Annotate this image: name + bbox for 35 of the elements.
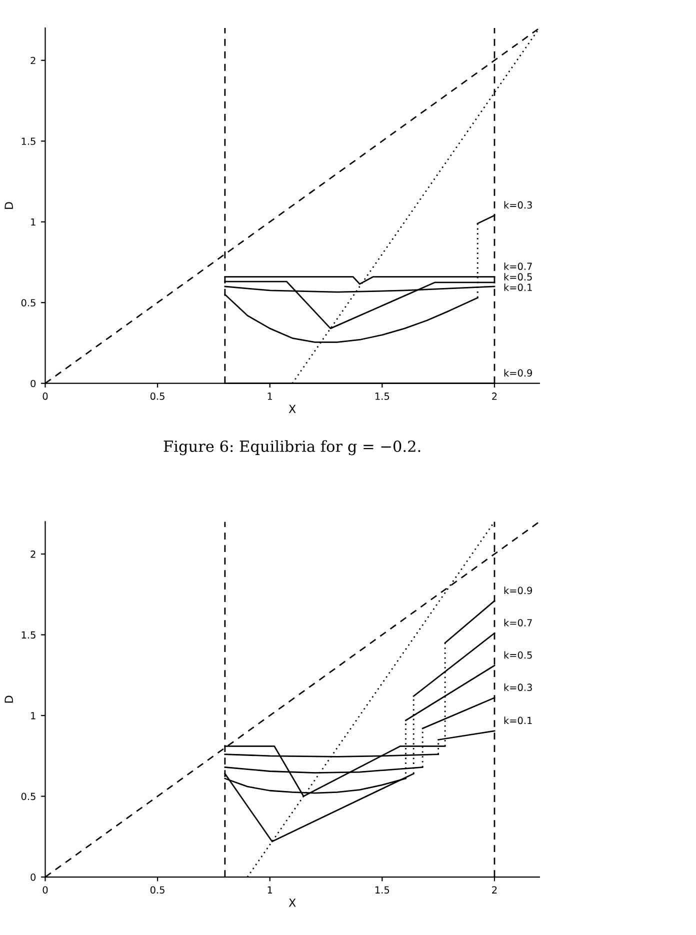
x-tick-label: 2 — [492, 392, 497, 400]
x-axis-title: X — [288, 898, 296, 907]
x-tick-label: 0 — [42, 886, 48, 894]
y-tick-label: 0 — [30, 874, 36, 881]
x-tick-label: 1.5 — [376, 886, 390, 894]
y-tick-label: 0.5 — [21, 792, 36, 800]
y-tick-label: 1 — [31, 218, 36, 226]
x-tick-label: 1 — [268, 392, 272, 400]
y-tick-label: 1.5 — [22, 631, 36, 639]
x-axis-title: X — [288, 404, 296, 414]
series-label: k=0.3 — [504, 201, 532, 209]
series-label: k=0.9 — [504, 369, 532, 377]
series-label: k=0.1 — [504, 716, 532, 724]
y-tick-label: 1.5 — [22, 138, 36, 145]
series-label: k=0.9 — [504, 586, 532, 594]
y-axis-title: D — [4, 202, 13, 209]
x-tick-label: 2 — [492, 886, 497, 894]
x-tick-label: 1.5 — [376, 392, 390, 400]
series-label: k=0.3 — [504, 684, 532, 692]
y-tick-label: 2 — [30, 56, 36, 64]
y-tick-label: 2 — [30, 550, 36, 558]
y-tick-label: 1 — [31, 712, 36, 720]
x-tick-label: 0 — [42, 392, 48, 400]
series-label: k=0.7 — [504, 618, 532, 626]
caption: Figure 6: Equilibria for g = −0.2. — [164, 440, 420, 456]
x-tick-label: 0.5 — [150, 392, 164, 400]
y-tick-label: 0.5 — [21, 299, 36, 306]
x-tick-label: 0.5 — [150, 886, 164, 894]
series-label: k=0.5 — [504, 651, 532, 659]
x-tick-label: 1 — [268, 886, 272, 894]
series-label: k=0.5 — [504, 273, 532, 281]
series-label: k=0.1 — [504, 284, 532, 292]
y-tick-label: 0 — [30, 380, 36, 388]
series-label: k=0.7 — [504, 262, 532, 270]
y-axis-title: D — [4, 696, 13, 703]
